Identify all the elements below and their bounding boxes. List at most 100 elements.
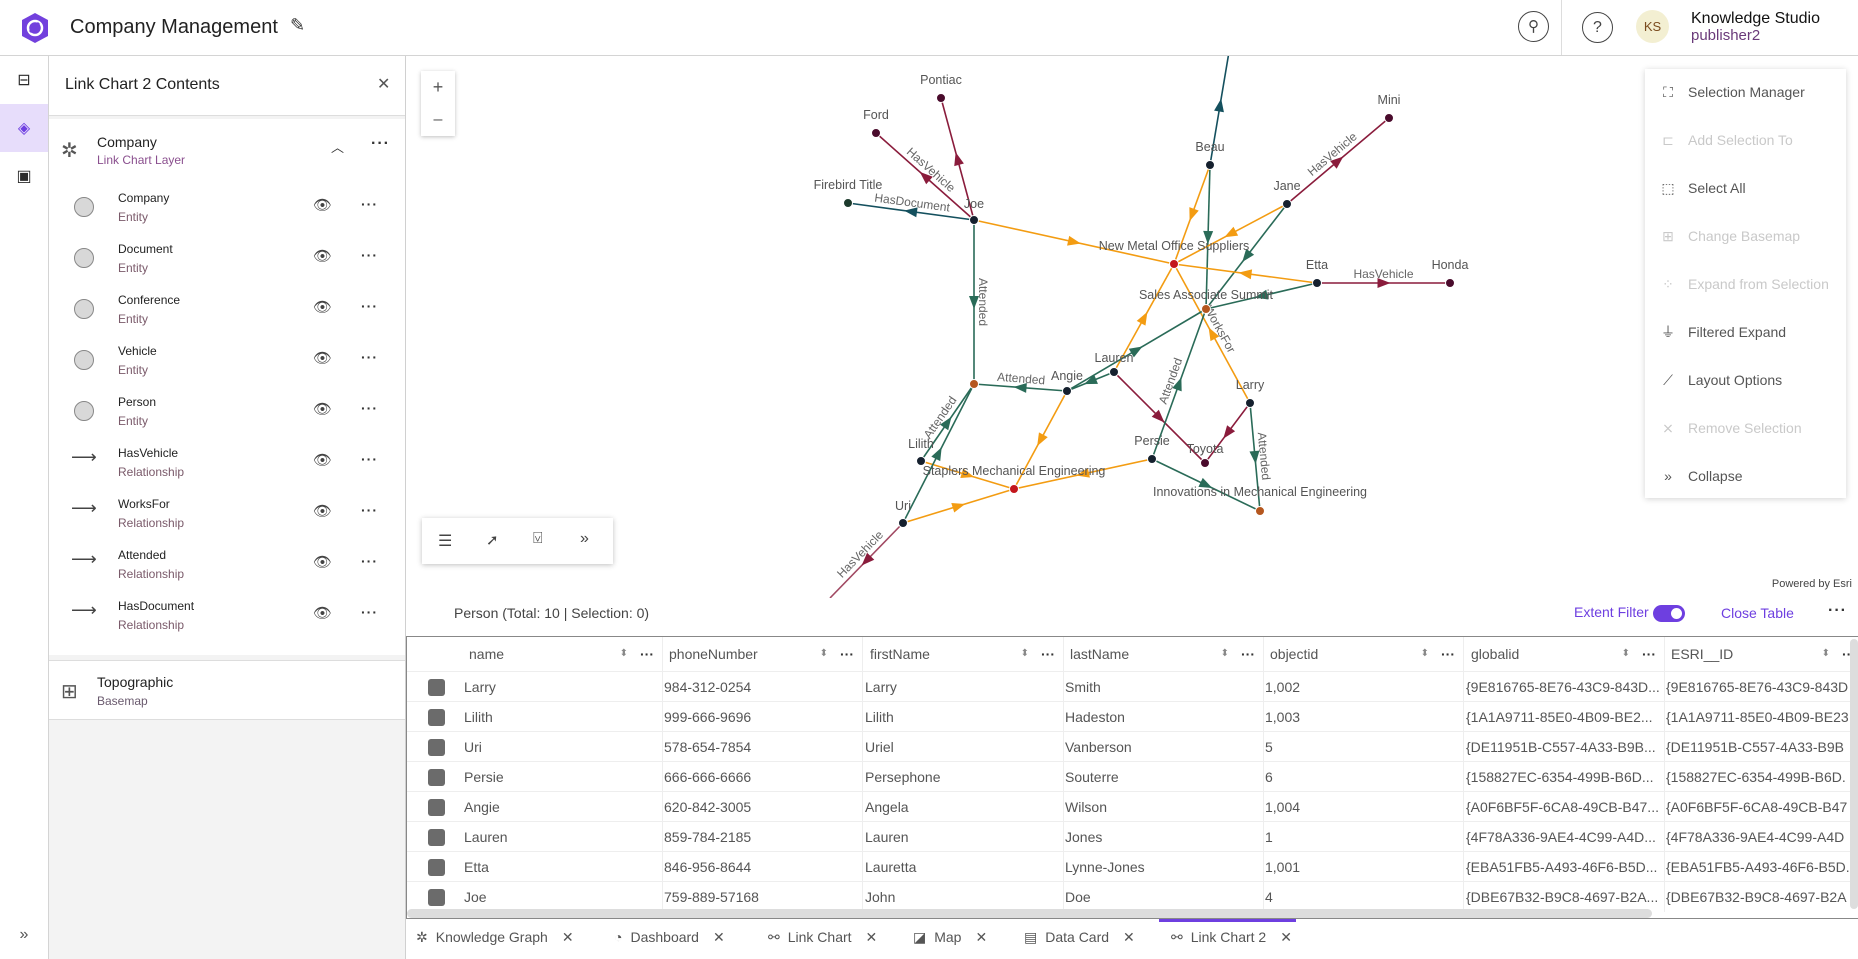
link-chart-canvas[interactable]: HasVehicle HasDocument Attended HasVehicle H… [406, 56, 1858, 598]
sort-icon[interactable]: ⬍ [819, 648, 828, 659]
edge-attended[interactable] [1151, 458, 1261, 512]
edge-worksfor[interactable] [1173, 164, 1211, 265]
eye-icon[interactable]: 👁 [313, 401, 333, 418]
tab-link-chart[interactable]: ⚯ Link Chart ✕ [768, 919, 877, 959]
node-vehicle[interactable]: Pontiac [920, 73, 962, 103]
layer-item-hasvehicle[interactable]: ⟶ HasVehicle Relationship 👁 ··· [49, 437, 405, 488]
sort-icon[interactable]: ⬍ [1020, 648, 1029, 659]
rail-save-button[interactable]: ▣ [0, 152, 48, 200]
user-avatar[interactable]: KS [1636, 10, 1669, 43]
column-more-button[interactable]: ··· [1441, 646, 1455, 662]
node-vehicle[interactable]: Honda [1432, 258, 1469, 288]
sort-icon[interactable]: ⬍ [1220, 648, 1229, 659]
help-button[interactable]: ? [1582, 12, 1613, 43]
edge-hasvehicle[interactable] [1204, 402, 1251, 464]
layer-more-button[interactable]: ··· [361, 604, 378, 620]
column-more-button[interactable]: ··· [1241, 646, 1255, 662]
table-row[interactable]: Persie 666-666-6666 Persephone Souterre 6 {15… [407, 761, 1858, 792]
node-person[interactable]: Angie [1051, 369, 1083, 396]
edge-attended[interactable] [1205, 203, 1288, 310]
edge-worksfor[interactable] [902, 488, 1015, 524]
edge-attended[interactable] [1066, 371, 1115, 392]
table-more-button[interactable]: ··· [1828, 602, 1847, 619]
column-header-globalid[interactable]: globalid ⬍ ··· [1465, 637, 1665, 671]
eye-icon[interactable]: 👁 [313, 605, 333, 622]
edge-worksfor[interactable] [1113, 263, 1175, 373]
node-person[interactable]: Uri [895, 499, 911, 528]
sort-icon[interactable]: ⬍ [619, 648, 628, 659]
row-select-checkbox[interactable] [428, 829, 445, 846]
menu-item-collapse[interactable]: » Collapse [1645, 453, 1846, 501]
layer-more-button[interactable]: ··· [361, 400, 378, 416]
horizontal-scrollbar[interactable] [407, 909, 1652, 918]
close-table-button[interactable]: Close Table [1721, 605, 1794, 621]
table-row[interactable]: Joe 759-889-57168 John Doe 4 {DBE67B32-B9C8-4… [407, 881, 1858, 912]
column-header-name[interactable]: name ⬍ ··· [463, 637, 663, 671]
edge-attended[interactable] [1203, 164, 1214, 310]
edge-hasvehicle[interactable] [1113, 371, 1206, 464]
edge-hasdocument[interactable]: HasDocument [847, 191, 975, 221]
edge-attended[interactable] [902, 383, 975, 524]
node-vehicle[interactable]: Toyota [1187, 442, 1224, 468]
menu-item-add-selection-to[interactable]: ⊏ Add Selection To [1645, 117, 1846, 165]
layer-more-button[interactable]: ··· [361, 196, 378, 212]
node-person[interactable]: Etta [1306, 258, 1328, 288]
tab-map[interactable]: ◪ Map ✕ [913, 919, 987, 959]
edge-attended[interactable]: Attended [973, 370, 1068, 393]
layer-item-hasdocument[interactable]: ⟶ HasDocument Relationship 👁 ··· [49, 590, 405, 641]
tab-close-icon[interactable]: ✕ [1280, 929, 1292, 945]
node-vehicle[interactable]: Mini [1378, 93, 1401, 123]
select-cursor-icon[interactable]: ➚ [486, 532, 499, 549]
table-row[interactable]: Angie 620-842-3005 Angela Wilson 1,004 {A0F6B… [407, 791, 1858, 822]
table-row[interactable]: Lauren 859-784-2185 Lauren Jones 1 {4F78A336-… [407, 821, 1858, 852]
edge-worksfor[interactable] [973, 219, 1175, 265]
list-icon[interactable]: ☰ [438, 533, 453, 550]
column-more-button[interactable]: ··· [1041, 646, 1055, 662]
group-more-button[interactable]: ··· [371, 135, 390, 152]
sort-icon[interactable]: ⬍ [1621, 648, 1630, 659]
eye-icon[interactable]: 👁 [313, 350, 333, 367]
table-row[interactable]: Uri 578-654-7854 Uriel Vanberson 5 {DE11951B-… [407, 731, 1858, 762]
panel-close-button[interactable]: ✕ [377, 74, 390, 94]
layer-item-person[interactable]: Person Entity 👁 ··· [49, 386, 405, 437]
menu-item-remove-selection[interactable]: ⨯ Remove Selection [1645, 405, 1846, 453]
menu-item-expand-from-selection[interactable]: ⁘ Expand from Selection [1645, 261, 1846, 309]
row-select-checkbox[interactable] [428, 859, 445, 876]
layer-item-company[interactable]: Company Entity 👁 ··· [49, 182, 405, 233]
search-button[interactable]: ⚲ [1518, 11, 1549, 42]
tab-close-icon[interactable]: ✕ [712, 929, 725, 945]
column-header-ESRI__ID[interactable]: ESRI__ID ⬍ ··· [1665, 637, 1858, 671]
column-header-firstName[interactable]: firstName ⬍ ··· [864, 637, 1064, 671]
edge-attended[interactable]: Attended [1249, 402, 1273, 512]
tab-close-icon[interactable]: ✕ [561, 929, 574, 945]
node-conference[interactable]: Innovations in Mechanical Engineering [1153, 485, 1367, 516]
edge-worksfor[interactable] [920, 460, 1015, 490]
zoom-in-button[interactable]: + [432, 77, 444, 97]
table-row[interactable]: Lilith 999-666-9696 Lilith Hadeston 1,003 {1A… [407, 701, 1858, 732]
node-person[interactable]: Beau [1195, 140, 1225, 170]
filter-box-icon[interactable]: ⍌ [533, 530, 543, 547]
tab-link-chart-2[interactable]: ⚯ Link Chart 2 ✕ [1159, 919, 1296, 959]
zoom-out-button[interactable]: – [433, 111, 443, 128]
edge-hasdocument[interactable] [1209, 56, 1230, 166]
tab-knowledge-graph[interactable]: ✲ Knowledge Graph ✕ [416, 919, 574, 959]
layer-more-button[interactable]: ··· [361, 451, 378, 467]
sort-icon[interactable]: ⬍ [1821, 648, 1830, 659]
tab-data-card[interactable]: ▤ Data Card ✕ [1024, 919, 1135, 959]
menu-item-select-all[interactable]: ⬚ Select All [1645, 165, 1846, 213]
node-person[interactable]: Lilith [908, 437, 934, 466]
rail-expand-button[interactable]: » [0, 911, 48, 959]
node-company[interactable]: New Metal Office Suppliers [1099, 239, 1250, 269]
row-select-checkbox[interactable] [428, 679, 445, 696]
table-row[interactable]: Etta 846-956-8644 Lauretta Lynne-Jones 1,001… [407, 851, 1858, 882]
eye-icon[interactable]: 👁 [313, 452, 333, 469]
eye-icon[interactable]: 👁 [313, 554, 333, 571]
node-document[interactable]: Firebird Title [814, 178, 883, 208]
rail-hierarchy-button[interactable]: ⊟ [0, 56, 48, 104]
layer-more-button[interactable]: ··· [361, 247, 378, 263]
layer-more-button[interactable]: ··· [361, 298, 378, 314]
row-select-checkbox[interactable] [428, 709, 445, 726]
column-more-button[interactable]: ··· [640, 646, 654, 662]
eye-icon[interactable]: 👁 [313, 503, 333, 520]
node-person[interactable]: Lauren [1095, 351, 1134, 377]
